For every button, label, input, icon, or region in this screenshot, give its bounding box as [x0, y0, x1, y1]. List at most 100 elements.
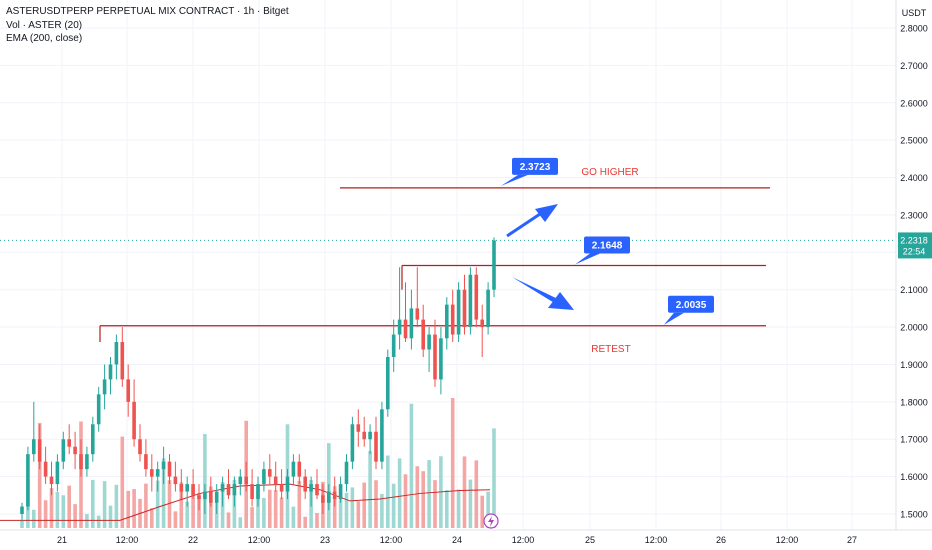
time-tick-label: 22: [188, 535, 198, 545]
time-tick-label: 25: [585, 535, 595, 545]
volume-bar: [67, 485, 71, 528]
volume-bar: [250, 507, 254, 528]
candle-body: [456, 289, 461, 335]
arrow-up-shaft: [506, 212, 541, 238]
candle-body: [332, 491, 337, 500]
volume-bar: [55, 492, 60, 528]
volume-bar: [120, 436, 125, 528]
candle-body: [356, 424, 361, 432]
callout-text: 2.1648: [592, 240, 623, 251]
volume-bar: [332, 486, 337, 528]
candle-body: [427, 334, 431, 350]
candle-body: [214, 491, 219, 503]
arrow-down-head: [548, 292, 574, 310]
candle-body: [61, 439, 66, 462]
candle-body: [315, 484, 319, 496]
volume-bar: [102, 481, 107, 528]
callout-box[interactable]: [668, 295, 714, 313]
candle-body: [244, 476, 248, 485]
candle-body: [161, 461, 166, 470]
price-tick-label: 2.6000: [900, 98, 928, 108]
candle-body: [43, 461, 48, 477]
candle-body: [138, 439, 142, 455]
candle-body: [114, 342, 119, 365]
candle-body: [309, 484, 313, 492]
candle-body: [468, 274, 473, 328]
volume-bar: [73, 504, 77, 528]
price-axis: USDT 2.8000 2.7000 2.6000 2.5000 2.4000 2.3000…: [895, 0, 932, 550]
lightning-glyph: [488, 516, 494, 527]
volume-indicator-label: Vol · ASTER (20): [6, 20, 83, 31]
currency-label: USDT: [902, 8, 927, 18]
callout-pointer: [501, 174, 528, 186]
candle-body: [232, 484, 237, 496]
volume-bar: [209, 486, 213, 528]
volume-bar: [85, 514, 89, 528]
time-tick-label: 24: [452, 535, 462, 545]
volume-bars: [20, 398, 496, 528]
price-tick-label: 1.9000: [900, 360, 928, 370]
volume-bar: [91, 480, 95, 528]
candle-body: [268, 469, 272, 477]
bar-countdown-text: 22:54: [903, 246, 926, 256]
time-tick-label: 23: [320, 535, 330, 545]
time-tick-label: 12:00: [512, 535, 535, 545]
candle-body: [391, 334, 396, 357]
volume-bar: [96, 515, 101, 528]
volume-bar: [468, 479, 473, 528]
volume-bar: [167, 480, 172, 528]
candle-body: [409, 308, 414, 339]
candle-body: [37, 439, 42, 462]
volume-bar: [356, 501, 361, 528]
candle-body: [49, 476, 54, 485]
candle-body: [368, 431, 372, 440]
volume-bar: [415, 466, 420, 528]
annotations: 2.3723 2.1648 2.0035 GO HIGHER RETEST: [483, 157, 714, 529]
candle-body: [380, 409, 384, 462]
candle-body: [120, 342, 125, 380]
price-tick-label: 2.5000: [900, 136, 928, 146]
callout-box[interactable]: [512, 157, 558, 175]
ema-indicator-label: EMA (200, close): [6, 33, 83, 44]
candle-body: [256, 484, 260, 500]
volume-bar: [37, 422, 42, 528]
level-lines: [0, 187, 896, 343]
volume-bar: [391, 483, 396, 528]
candle-body: [321, 495, 325, 503]
candle-body: [185, 484, 189, 492]
callout-pointer: [664, 312, 684, 325]
candle-body: [173, 476, 178, 485]
candle-body: [327, 491, 331, 503]
candle-body: [450, 304, 455, 335]
time-tick-label: 12:00: [380, 535, 403, 545]
volume-bar: [421, 471, 425, 528]
candle-body: [32, 439, 36, 455]
candle-body: [150, 469, 154, 477]
time-axis: 21 12:00 22 12:00 23 12:00 24 12:00 25 12:00 26 12:…: [0, 529, 932, 545]
volume-bar: [297, 480, 302, 528]
candle-body: [126, 379, 130, 402]
candle-body: [26, 454, 30, 507]
callout-text: 2.3723: [520, 162, 551, 173]
candle-body: [85, 454, 89, 470]
volume-bar: [427, 460, 431, 528]
candle-body: [209, 491, 213, 503]
volume-bar: [291, 506, 296, 528]
volume-bar: [303, 516, 307, 528]
volume-bar: [380, 493, 384, 528]
candle-body: [91, 424, 95, 455]
volume-bar: [108, 505, 113, 528]
callout-box[interactable]: [584, 236, 630, 254]
candle-body: [179, 484, 184, 492]
candle-body: [67, 439, 71, 447]
price-tick-label: 2.0000: [900, 323, 928, 333]
volume-bar: [315, 512, 319, 528]
time-tick-label: 26: [716, 535, 726, 545]
volume-bar: [238, 517, 243, 528]
candle-body: [285, 476, 290, 492]
volume-bar: [374, 480, 378, 528]
volume-bar: [456, 489, 461, 528]
volume-bar: [132, 489, 136, 528]
candle-body: [350, 424, 355, 462]
